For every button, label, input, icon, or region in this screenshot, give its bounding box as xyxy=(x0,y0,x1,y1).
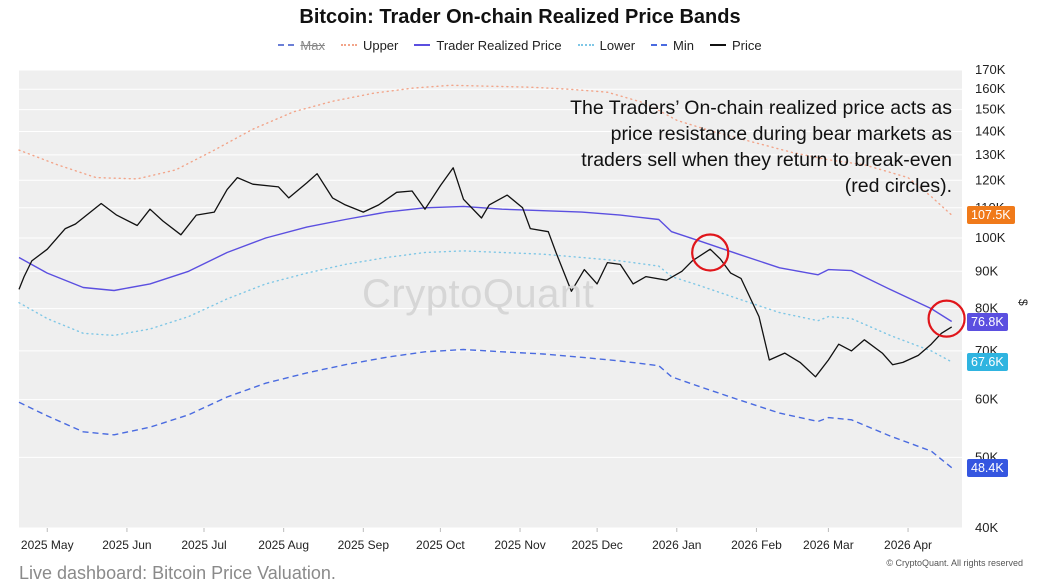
legend-item-min[interactable]: Min xyxy=(651,38,694,53)
x-tick-label: 2025 Aug xyxy=(258,538,309,552)
series-line-price xyxy=(18,167,953,378)
x-tick-label: 2025 May xyxy=(21,538,74,552)
series-line-upper xyxy=(18,84,953,216)
annotation-line: traders sell when they return to break-e… xyxy=(581,149,952,171)
legend-label-trader-realized-price: Trader Realized Price xyxy=(436,38,562,53)
plot-area[interactable] xyxy=(19,70,962,528)
badge-trader-realized-price-value: 76.8K xyxy=(967,312,1008,331)
y-tick-label: 80K xyxy=(975,301,998,316)
legend-label-upper: Upper xyxy=(362,38,399,53)
x-tick-label: 2025 Jun xyxy=(102,538,151,552)
watermark-logo: CryptoQuant xyxy=(362,272,595,316)
caption: Live dashboard: Bitcoin Price Valuation. xyxy=(19,563,336,583)
x-tick-label: 2025 Sep xyxy=(338,538,390,552)
series-line-lower xyxy=(18,250,953,363)
y-tick-label: 60K xyxy=(975,392,998,407)
legend-item-max[interactable]: Max xyxy=(278,38,325,53)
y-axis-unit-label: $ xyxy=(1016,299,1030,306)
y-tick-label: 160K xyxy=(975,81,1006,96)
legend-label-price: Price xyxy=(731,38,762,53)
legend-label-max: Max xyxy=(300,38,325,53)
highlight-circle xyxy=(927,299,966,338)
badge-upper-value: 107.5K xyxy=(967,206,1015,225)
x-tick-label: 2026 Jan xyxy=(652,538,701,552)
legend-item-lower[interactable]: Lower xyxy=(577,38,636,53)
x-tick-label: 2026 Feb xyxy=(731,538,782,552)
legend-item-upper[interactable]: Upper xyxy=(340,38,399,53)
y-tick-label: 140K xyxy=(975,123,1006,138)
legend-swatch-trader-realized-price xyxy=(414,43,431,48)
legend-label-min: Min xyxy=(673,38,694,53)
x-tick-label: 2025 Nov xyxy=(494,538,545,552)
annotation-line: The Traders’ On-chain realized price act… xyxy=(570,97,952,119)
badge-lower-value: 67.6K xyxy=(967,352,1008,371)
annotation-line: price resistance during bear markets as xyxy=(610,123,952,145)
legend-item-price[interactable]: Price xyxy=(709,38,762,53)
legend-item-trader-realized-price[interactable]: Trader Realized Price xyxy=(414,38,562,53)
y-tick-label: 100K xyxy=(975,230,1006,245)
annotation-line: (red circles). xyxy=(844,175,952,197)
x-tick-label: 2025 Jul xyxy=(181,538,226,552)
highlight-circle xyxy=(691,233,730,272)
series-line-trp xyxy=(18,205,953,323)
legend-swatch-lower xyxy=(577,43,594,48)
chart-legend: Max Upper Trader Realized Price Lower Mi… xyxy=(0,38,1040,53)
legend-swatch-price xyxy=(709,43,726,48)
x-tick-label: 2025 Oct xyxy=(416,538,465,552)
x-tick-label: 2026 Mar xyxy=(803,538,854,552)
y-tick-label: 40K xyxy=(975,520,998,535)
legend-label-lower: Lower xyxy=(599,38,636,53)
legend-swatch-min xyxy=(651,43,668,48)
copyright: © CryptoQuant. All rights reserved xyxy=(886,558,1023,568)
series-line-min xyxy=(18,348,953,469)
x-tick-label: 2025 Dec xyxy=(571,538,622,552)
legend-swatch-upper xyxy=(340,43,357,48)
y-tick-label: 150K xyxy=(975,102,1006,117)
chart-annotation: The Traders’ On-chain realized price act… xyxy=(532,95,952,199)
y-tick-label: 130K xyxy=(975,147,1006,162)
chart-title: Bitcoin: Trader On-chain Realized Price … xyxy=(299,6,741,28)
y-tick-label: 90K xyxy=(975,263,998,278)
legend-swatch-max xyxy=(278,43,295,48)
badge-min-value: 48.4K xyxy=(967,458,1008,477)
x-tick-label: 2026 Apr xyxy=(884,538,932,552)
y-tick-label: 120K xyxy=(975,172,1006,187)
y-tick-label: 170K xyxy=(975,62,1006,77)
